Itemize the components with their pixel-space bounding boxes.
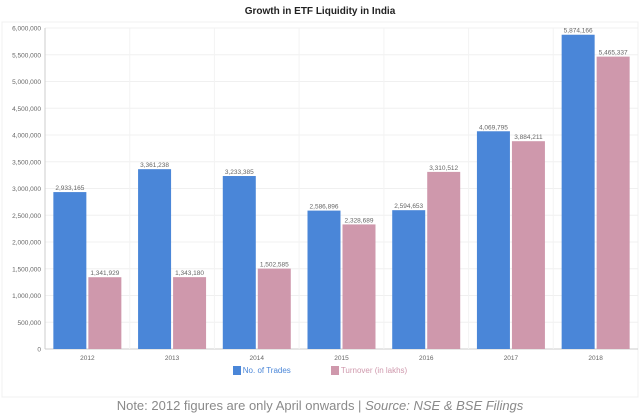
- y-tick-label: 0: [37, 347, 41, 354]
- legend-swatch-trades: [232, 366, 241, 375]
- chart-frame: [1, 21, 639, 398]
- bar-turnover-2015: [342, 224, 376, 349]
- x-tick-label: 2013: [165, 355, 180, 362]
- bar-trades-2016: [392, 210, 426, 349]
- note-text: Note: 2012 figures are only April onward…: [116, 398, 366, 413]
- y-tick-label: 6,000,000: [12, 26, 41, 33]
- bar-trades-2018: [561, 34, 595, 350]
- data-label: 3,361,238: [140, 162, 169, 169]
- y-tick-label: 1,500,000: [12, 266, 41, 273]
- bar-turnover-2017: [511, 141, 545, 349]
- bar-turnover-2016: [427, 171, 461, 349]
- data-label: 2,328,689: [345, 217, 374, 224]
- legend-item-trades[interactable]: No. of Trades: [232, 366, 291, 375]
- y-tick-label: 1,000,000: [12, 293, 41, 300]
- bar-turnover-2018: [596, 56, 630, 350]
- data-label: 5,465,337: [599, 50, 628, 57]
- y-tick-label: 5,000,000: [12, 79, 41, 86]
- bar-trades-2015: [307, 210, 341, 349]
- chart-title: Growth in ETF Liquidity in India: [244, 6, 396, 17]
- bar-turnover-2013: [173, 277, 207, 349]
- data-label: 2,933,165: [55, 185, 84, 192]
- x-tick-label: 2012: [80, 355, 95, 362]
- y-tick-label: 2,000,000: [12, 240, 41, 247]
- bar-trades-2017: [476, 131, 510, 349]
- x-tick-label: 2017: [504, 355, 519, 362]
- data-label: 3,233,385: [225, 169, 254, 176]
- data-label: 3,310,512: [429, 165, 458, 172]
- data-label: 3,884,211: [514, 134, 543, 141]
- y-tick-label: 3,000,000: [12, 186, 41, 193]
- bar-turnover-2014: [257, 268, 291, 349]
- bar-turnover-2012: [88, 277, 122, 349]
- x-tick-label: 2014: [250, 355, 265, 362]
- y-tick-label: 4,000,000: [12, 133, 41, 140]
- x-tick-label: 2018: [588, 355, 603, 362]
- y-tick-label: 500,000: [18, 320, 42, 327]
- y-tick-label: 4,500,000: [12, 106, 41, 113]
- bar-trades-2014: [222, 176, 256, 349]
- data-label: 1,341,929: [90, 270, 119, 277]
- y-tick-label: 2,500,000: [12, 213, 41, 220]
- data-label: 4,069,795: [479, 124, 508, 131]
- data-label: 2,594,653: [394, 203, 423, 210]
- legend-label-turnover: Turnover (in lakhs): [340, 366, 408, 375]
- data-label: 1,502,585: [260, 262, 289, 269]
- legend-label-trades: No. of Trades: [242, 366, 291, 375]
- data-label: 1,343,180: [175, 270, 204, 277]
- legend-swatch-turnover: [330, 366, 339, 375]
- footnote: Note: 2012 figures are only April onward…: [0, 398, 640, 413]
- legend: No. of Trades Turnover (in lakhs): [0, 366, 640, 375]
- data-label: 2,586,896: [310, 204, 339, 211]
- x-tick-label: 2016: [419, 355, 434, 362]
- bar-trades-2012: [53, 192, 87, 349]
- source-text: Source: NSE & BSE Filings: [365, 398, 524, 413]
- y-tick-label: 5,500,000: [12, 52, 41, 59]
- x-tick-label: 2015: [334, 355, 349, 362]
- legend-item-turnover[interactable]: Turnover (in lakhs): [330, 366, 408, 375]
- y-tick-label: 3,500,000: [12, 159, 41, 166]
- bar-trades-2013: [138, 169, 172, 349]
- data-label: 5,874,166: [564, 28, 593, 35]
